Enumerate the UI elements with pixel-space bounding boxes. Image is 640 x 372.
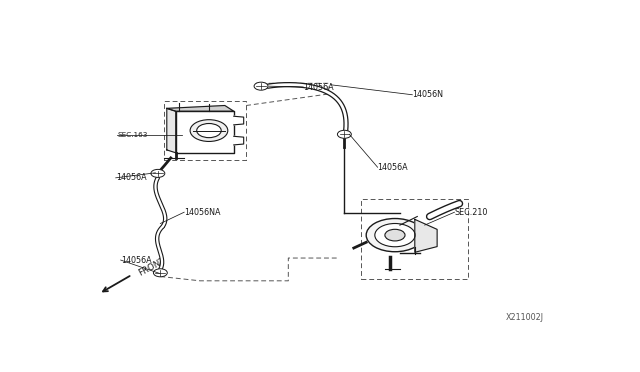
Circle shape bbox=[366, 218, 424, 252]
Text: SEC.210: SEC.210 bbox=[454, 208, 488, 217]
Text: 14056N: 14056N bbox=[412, 90, 444, 99]
Circle shape bbox=[375, 224, 415, 247]
Circle shape bbox=[190, 120, 228, 141]
Polygon shape bbox=[176, 111, 234, 153]
Circle shape bbox=[385, 229, 405, 241]
Polygon shape bbox=[415, 219, 437, 252]
Circle shape bbox=[151, 169, 165, 177]
Polygon shape bbox=[234, 116, 244, 125]
Text: X211002J: X211002J bbox=[506, 314, 544, 323]
Text: FRONT: FRONT bbox=[137, 256, 167, 278]
Polygon shape bbox=[167, 108, 176, 153]
Text: 14056A: 14056A bbox=[116, 173, 147, 182]
Polygon shape bbox=[234, 136, 244, 145]
Circle shape bbox=[196, 124, 221, 138]
Text: SEC.163: SEC.163 bbox=[117, 132, 148, 138]
Circle shape bbox=[254, 82, 268, 90]
Circle shape bbox=[154, 269, 167, 277]
Circle shape bbox=[337, 130, 351, 138]
Text: 14056NA: 14056NA bbox=[184, 208, 221, 217]
Text: 14056A: 14056A bbox=[303, 83, 334, 92]
Text: 14056A: 14056A bbox=[121, 256, 151, 264]
Text: 14056A: 14056A bbox=[378, 163, 408, 172]
Polygon shape bbox=[167, 106, 234, 111]
